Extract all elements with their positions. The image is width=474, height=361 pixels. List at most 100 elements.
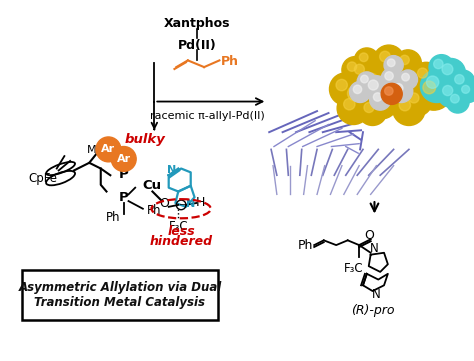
Text: N: N xyxy=(370,243,379,256)
Circle shape xyxy=(442,64,453,75)
Circle shape xyxy=(418,68,428,78)
Circle shape xyxy=(387,59,395,67)
Circle shape xyxy=(437,58,465,87)
Circle shape xyxy=(347,62,356,71)
Circle shape xyxy=(380,51,391,62)
Text: Asymmetric Allylation via Dual: Asymmetric Allylation via Dual xyxy=(18,281,221,294)
Circle shape xyxy=(423,81,436,94)
Text: Ph: Ph xyxy=(298,239,313,252)
Circle shape xyxy=(364,103,374,113)
Circle shape xyxy=(374,93,382,101)
Circle shape xyxy=(416,74,452,110)
Circle shape xyxy=(347,86,362,101)
Circle shape xyxy=(384,56,403,75)
Circle shape xyxy=(387,62,412,87)
Circle shape xyxy=(364,76,389,101)
Text: Ar: Ar xyxy=(117,154,131,164)
Text: F₃C: F₃C xyxy=(168,220,188,233)
Text: Ar: Ar xyxy=(101,144,116,155)
Text: Pd(II): Pd(II) xyxy=(178,39,217,52)
Circle shape xyxy=(443,86,453,96)
Circle shape xyxy=(373,94,383,105)
Text: −: − xyxy=(178,200,185,209)
Circle shape xyxy=(374,74,414,114)
Circle shape xyxy=(399,99,410,111)
Circle shape xyxy=(368,80,378,90)
Circle shape xyxy=(382,82,396,96)
Circle shape xyxy=(393,69,428,104)
Circle shape xyxy=(370,89,391,110)
Text: CpFe: CpFe xyxy=(28,171,57,184)
Circle shape xyxy=(337,92,370,125)
Circle shape xyxy=(381,68,402,89)
Circle shape xyxy=(336,79,347,91)
Circle shape xyxy=(361,75,368,83)
Circle shape xyxy=(385,72,393,80)
Circle shape xyxy=(458,82,474,103)
Circle shape xyxy=(438,81,465,107)
Circle shape xyxy=(402,73,410,81)
Text: O: O xyxy=(364,229,374,242)
Text: Me: Me xyxy=(87,145,103,155)
Text: bulky: bulky xyxy=(124,133,165,146)
Text: N: N xyxy=(186,199,195,209)
Circle shape xyxy=(446,90,469,113)
Circle shape xyxy=(427,76,439,88)
Circle shape xyxy=(403,87,432,116)
Circle shape xyxy=(381,83,402,104)
Circle shape xyxy=(409,93,419,103)
Circle shape xyxy=(358,97,387,126)
Circle shape xyxy=(394,50,421,77)
Text: Ph: Ph xyxy=(146,204,161,217)
Text: Transition Metal Catalysis: Transition Metal Catalysis xyxy=(35,296,205,309)
Circle shape xyxy=(359,53,368,62)
Circle shape xyxy=(450,94,459,103)
Circle shape xyxy=(434,59,443,69)
Text: N: N xyxy=(167,165,176,175)
Circle shape xyxy=(420,70,453,103)
Circle shape xyxy=(398,70,418,89)
Text: (R)-pro: (R)-pro xyxy=(351,304,394,317)
Text: P: P xyxy=(119,191,128,204)
Circle shape xyxy=(358,66,394,103)
Circle shape xyxy=(450,70,474,95)
Circle shape xyxy=(355,64,365,74)
Circle shape xyxy=(429,55,454,79)
Circle shape xyxy=(355,48,379,73)
Circle shape xyxy=(412,62,440,91)
Circle shape xyxy=(342,57,369,83)
Text: P: P xyxy=(119,168,128,181)
Circle shape xyxy=(455,75,464,84)
Circle shape xyxy=(374,45,404,76)
Circle shape xyxy=(400,55,410,65)
Text: Cu: Cu xyxy=(143,179,162,192)
Circle shape xyxy=(350,82,371,103)
Circle shape xyxy=(329,73,362,105)
Circle shape xyxy=(344,99,355,110)
Circle shape xyxy=(392,93,425,126)
Circle shape xyxy=(394,83,403,93)
Circle shape xyxy=(392,67,401,76)
Circle shape xyxy=(401,76,412,88)
Circle shape xyxy=(353,85,362,93)
Text: Xantphos: Xantphos xyxy=(164,17,231,30)
Circle shape xyxy=(384,87,393,95)
Circle shape xyxy=(462,85,470,93)
Circle shape xyxy=(339,78,381,120)
Text: hindered: hindered xyxy=(150,235,213,248)
Text: F₃C: F₃C xyxy=(344,262,363,275)
Text: racemic π-allyl-Pd(II): racemic π-allyl-Pd(II) xyxy=(150,111,264,121)
Circle shape xyxy=(390,79,413,103)
Circle shape xyxy=(357,72,376,91)
Circle shape xyxy=(111,147,136,171)
Circle shape xyxy=(367,88,397,119)
Circle shape xyxy=(348,58,377,87)
Text: Ph: Ph xyxy=(221,55,239,68)
Text: N: N xyxy=(372,288,381,301)
Circle shape xyxy=(96,137,121,162)
Text: H: H xyxy=(196,196,205,209)
FancyBboxPatch shape xyxy=(22,270,218,320)
Text: Ph: Ph xyxy=(105,211,120,224)
Text: O: O xyxy=(159,197,169,210)
Text: less: less xyxy=(167,225,195,238)
